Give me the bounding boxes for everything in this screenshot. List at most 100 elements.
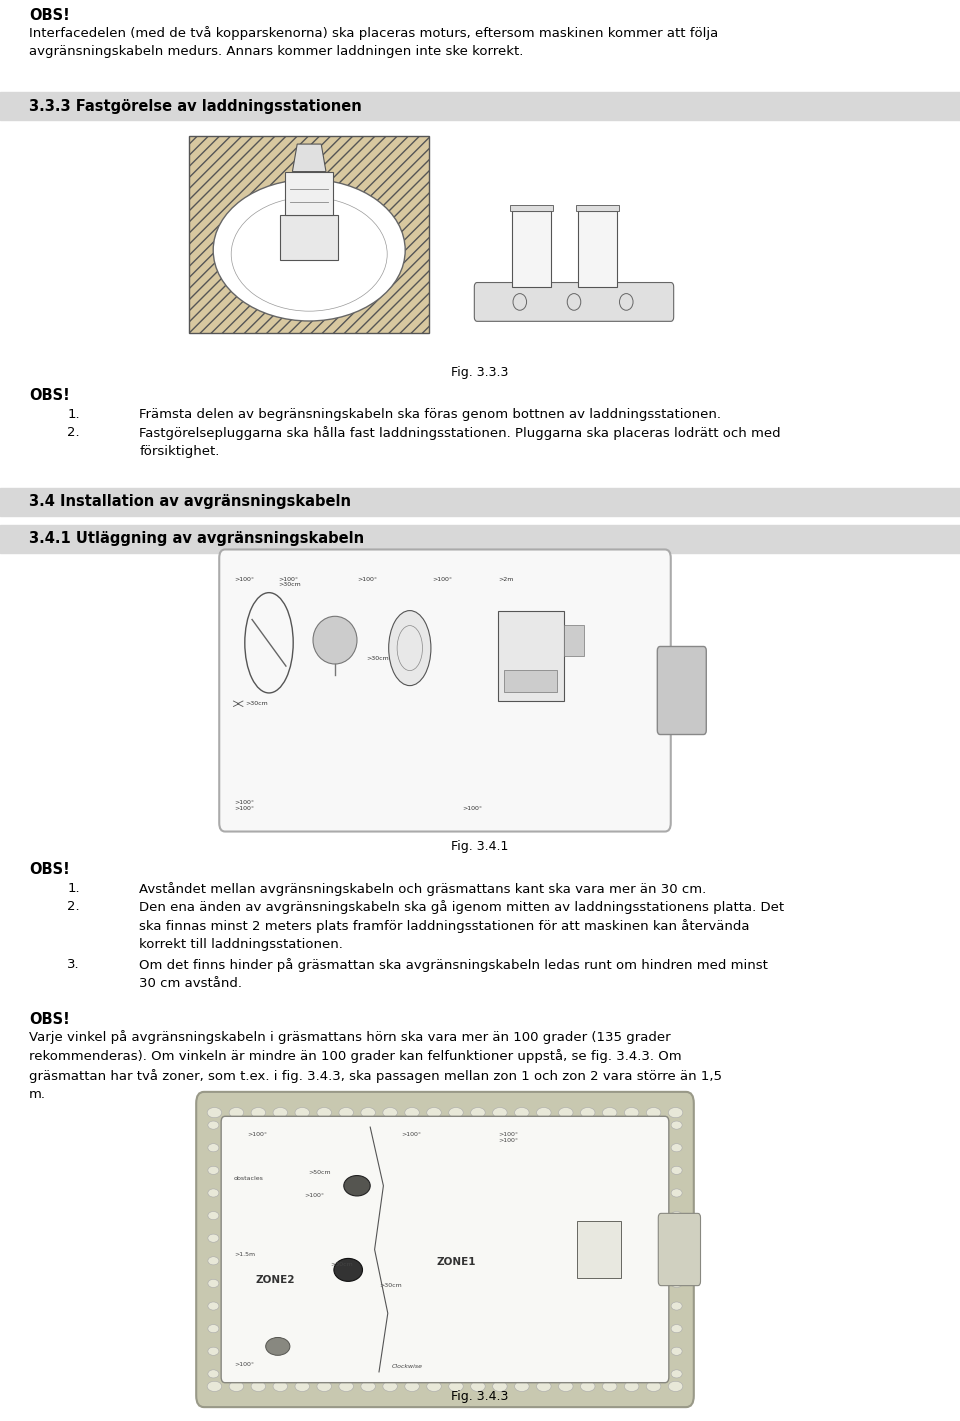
Ellipse shape	[470, 1107, 485, 1118]
Ellipse shape	[208, 1279, 219, 1287]
Text: OBS!: OBS!	[29, 863, 69, 877]
Bar	[504, 669, 557, 692]
Ellipse shape	[344, 1175, 371, 1196]
Ellipse shape	[671, 1324, 683, 1333]
Ellipse shape	[208, 1370, 219, 1378]
FancyBboxPatch shape	[221, 1117, 669, 1383]
Text: >100°
>100°: >100° >100°	[234, 800, 253, 811]
Ellipse shape	[334, 1259, 363, 1282]
Ellipse shape	[470, 1381, 485, 1391]
Ellipse shape	[427, 1381, 442, 1391]
Bar	[510, 205, 553, 212]
Ellipse shape	[537, 1381, 551, 1391]
Ellipse shape	[671, 1370, 683, 1378]
Text: Den ena änden av avgränsningskabeln ska gå igenom mitten av laddningsstationens : Den ena änden av avgränsningskabeln ska …	[139, 899, 784, 952]
Ellipse shape	[671, 1256, 683, 1265]
Ellipse shape	[537, 1107, 551, 1118]
Text: Främsta delen av begränsningskabeln ska föras genom bottnen av laddningsstatione: Främsta delen av begränsningskabeln ska …	[139, 408, 721, 421]
Ellipse shape	[208, 1144, 219, 1152]
Ellipse shape	[295, 1381, 309, 1391]
Text: >100°
>100°: >100° >100°	[498, 1133, 517, 1142]
Ellipse shape	[448, 1107, 464, 1118]
Text: 1.: 1.	[67, 882, 80, 895]
Ellipse shape	[313, 617, 357, 664]
Ellipse shape	[492, 1381, 507, 1391]
Ellipse shape	[252, 1107, 266, 1118]
Ellipse shape	[515, 1107, 529, 1118]
Ellipse shape	[208, 1347, 219, 1356]
Ellipse shape	[624, 1381, 639, 1391]
Text: ZONE2: ZONE2	[255, 1275, 296, 1285]
Text: ZONE1: ZONE1	[436, 1258, 476, 1268]
Ellipse shape	[245, 593, 293, 693]
Text: >100°: >100°	[234, 1361, 253, 1367]
Ellipse shape	[671, 1212, 683, 1219]
Bar	[285, 172, 333, 215]
Ellipse shape	[266, 1337, 290, 1356]
Ellipse shape	[646, 1107, 660, 1118]
Ellipse shape	[668, 1381, 683, 1391]
Ellipse shape	[671, 1121, 683, 1130]
Ellipse shape	[671, 1302, 683, 1310]
Ellipse shape	[383, 1107, 397, 1118]
Ellipse shape	[603, 1107, 617, 1118]
Ellipse shape	[339, 1381, 353, 1391]
Text: >100°: >100°	[463, 806, 483, 811]
Bar	[578, 212, 616, 287]
Ellipse shape	[405, 1381, 420, 1391]
Text: 3.: 3.	[67, 958, 80, 971]
Text: Fastgörelsepluggarna ska hålla fast laddningsstationen. Pluggarna ska placeras l: Fastgörelsepluggarna ska hålla fast ladd…	[139, 426, 780, 458]
Text: 1.: 1.	[67, 408, 80, 421]
Ellipse shape	[361, 1381, 375, 1391]
Ellipse shape	[448, 1381, 464, 1391]
Ellipse shape	[295, 1107, 309, 1118]
Ellipse shape	[208, 1256, 219, 1265]
Ellipse shape	[603, 1381, 617, 1391]
Text: >100°: >100°	[234, 577, 253, 581]
Ellipse shape	[671, 1233, 683, 1242]
Ellipse shape	[559, 1381, 573, 1391]
Text: >30cm: >30cm	[330, 1262, 353, 1268]
Ellipse shape	[383, 1381, 397, 1391]
Ellipse shape	[207, 1381, 222, 1391]
Text: OBS!: OBS!	[29, 388, 69, 404]
Text: >100°: >100°	[401, 1133, 421, 1137]
Text: 2.: 2.	[67, 426, 80, 439]
Text: >1.5m: >1.5m	[234, 1252, 255, 1258]
Text: Fig. 3.4.3: Fig. 3.4.3	[451, 1390, 509, 1403]
Bar	[0, 487, 960, 516]
Ellipse shape	[208, 1189, 219, 1196]
Ellipse shape	[492, 1107, 507, 1118]
Text: obstacles: obstacles	[234, 1175, 264, 1181]
Ellipse shape	[208, 1212, 219, 1219]
FancyBboxPatch shape	[196, 1091, 694, 1407]
Text: OBS!: OBS!	[29, 9, 69, 23]
Ellipse shape	[207, 1107, 222, 1118]
Ellipse shape	[361, 1107, 375, 1118]
Text: >50cm: >50cm	[308, 1171, 331, 1175]
Bar	[280, 215, 338, 260]
Ellipse shape	[559, 1107, 573, 1118]
Text: Varje vinkel på avgränsningskabeln i gräsmattans hörn ska vara mer än 100 grader: Varje vinkel på avgränsningskabeln i grä…	[29, 1030, 722, 1101]
Text: 3.4 Installation av avgränsningskabeln: 3.4 Installation av avgränsningskabeln	[29, 495, 350, 510]
Text: >100°: >100°	[247, 1133, 267, 1137]
Ellipse shape	[671, 1279, 683, 1287]
Text: 3.3.3 Fastgörelse av laddningsstationen: 3.3.3 Fastgörelse av laddningsstationen	[29, 98, 362, 114]
Text: Avståndet mellan avgränsningskabeln och gräsmattans kant ska vara mer än 30 cm.: Avståndet mellan avgränsningskabeln och …	[139, 882, 707, 897]
Ellipse shape	[671, 1144, 683, 1152]
FancyBboxPatch shape	[474, 283, 674, 321]
Ellipse shape	[273, 1107, 288, 1118]
FancyBboxPatch shape	[219, 550, 671, 831]
Ellipse shape	[339, 1107, 353, 1118]
Bar	[0, 524, 960, 553]
Text: 2.: 2.	[67, 899, 80, 914]
Ellipse shape	[229, 1107, 244, 1118]
Ellipse shape	[213, 179, 405, 321]
Text: >30cm: >30cm	[245, 701, 268, 706]
Bar	[498, 611, 564, 701]
Bar	[577, 1222, 621, 1277]
Text: >30cm: >30cm	[366, 657, 389, 661]
Ellipse shape	[208, 1324, 219, 1333]
Text: >100°: >100°	[357, 577, 377, 581]
Ellipse shape	[208, 1233, 219, 1242]
